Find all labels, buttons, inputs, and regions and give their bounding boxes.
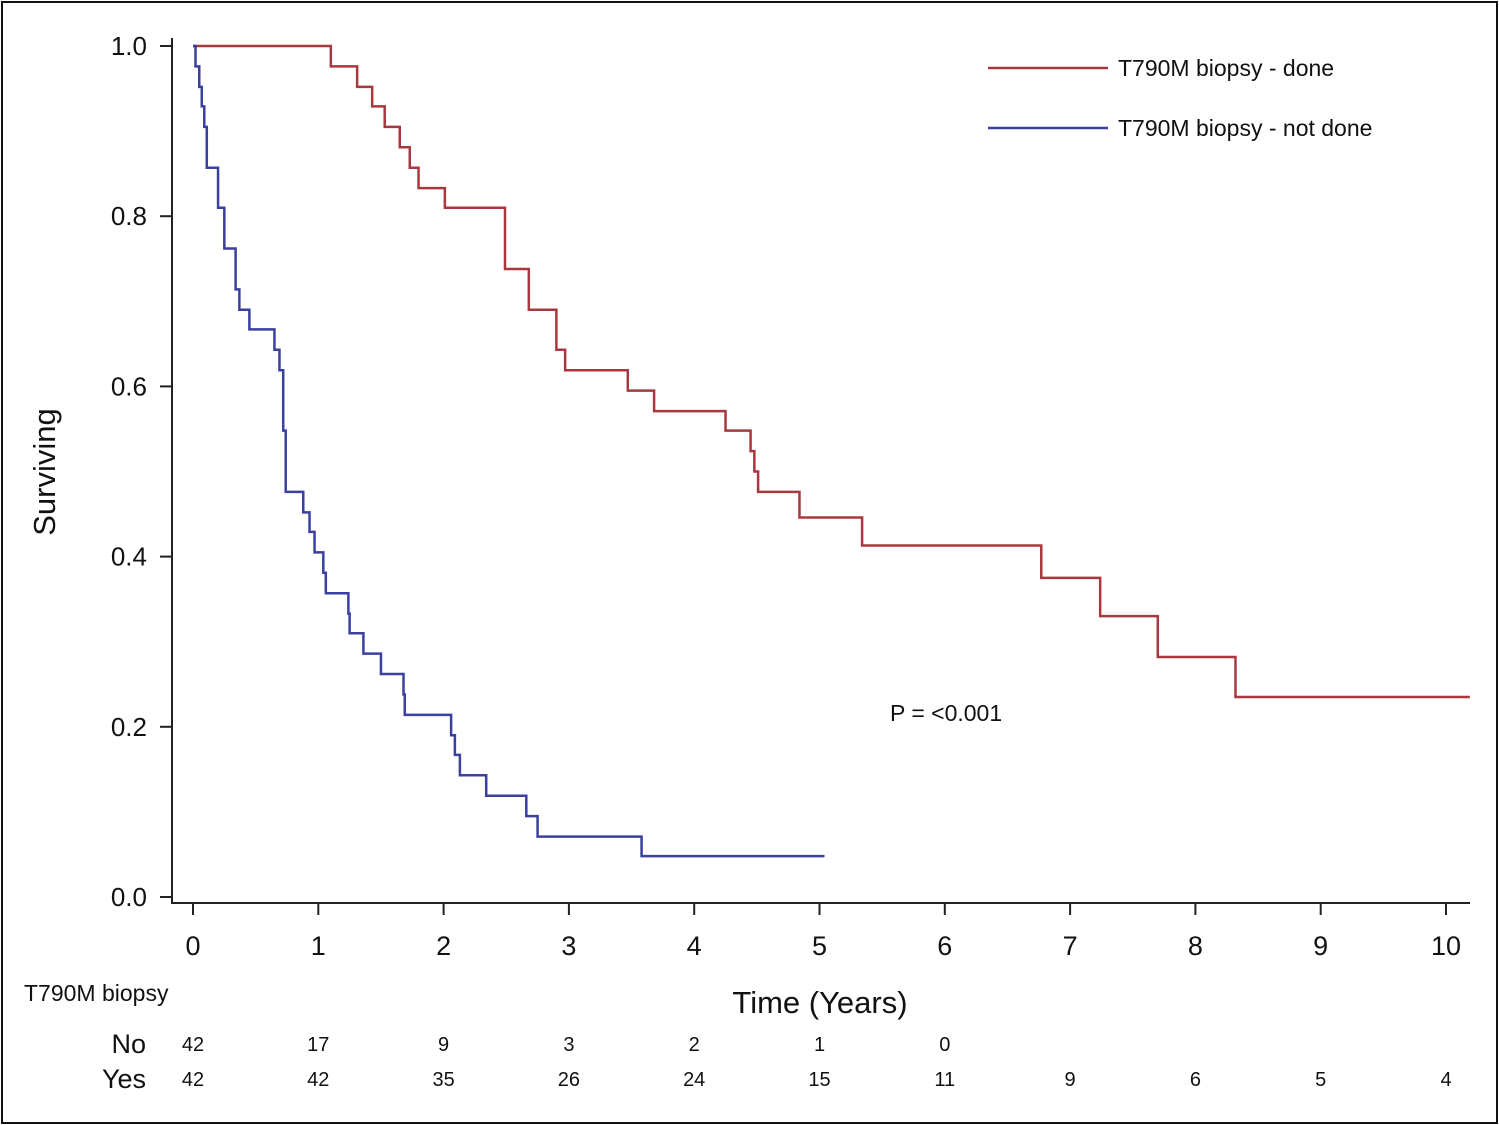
x-tick-label: 4 (687, 931, 702, 961)
y-tick-label: 0.2 (111, 712, 147, 742)
y-axis-label: Surviving (27, 408, 62, 536)
risk-count: 11 (934, 1069, 955, 1091)
risk-count: 9 (438, 1034, 449, 1056)
risk-count: 6 (1190, 1069, 1201, 1091)
risk-count: 17 (307, 1034, 329, 1056)
risk-row-label: Yes (102, 1064, 146, 1094)
risk-count: 3 (563, 1034, 574, 1056)
x-tick-label: 10 (1431, 931, 1461, 961)
risk-count: 35 (432, 1069, 454, 1091)
risk-table-title: T790M biopsy (24, 980, 169, 1006)
km-curve-done (193, 44, 1470, 699)
x-tick-label: 5 (812, 931, 827, 961)
y-tick-label: 0.8 (111, 201, 147, 231)
risk-count: 5 (1315, 1069, 1326, 1091)
y-tick-label: 1.0 (111, 31, 147, 61)
x-tick-label: 7 (1063, 931, 1078, 961)
risk-count: 4 (1440, 1069, 1451, 1091)
risk-count: 2 (689, 1034, 700, 1056)
risk-count: 0 (939, 1034, 950, 1056)
risk-count: 24 (683, 1069, 705, 1091)
risk-count: 1 (814, 1034, 825, 1056)
x-tick-label: 2 (436, 931, 451, 961)
y-tick-label: 0.6 (111, 371, 147, 401)
risk-count: 15 (808, 1069, 830, 1091)
risk-count: 42 (307, 1069, 329, 1091)
risk-count: 26 (558, 1069, 580, 1091)
risk-count: 42 (182, 1034, 204, 1056)
y-tick-label: 0.0 (111, 882, 147, 912)
km-curve-not-done (193, 44, 825, 858)
risk-row-label: No (111, 1029, 146, 1059)
x-tick-label: 8 (1188, 931, 1203, 961)
p-value-annotation: P = <0.001 (890, 700, 1002, 726)
x-tick-label: 9 (1313, 931, 1328, 961)
x-tick-label: 6 (937, 931, 952, 961)
legend-label: T790M biopsy - done (1118, 55, 1334, 81)
x-tick-label: 0 (185, 931, 200, 961)
x-tick-label: 1 (311, 931, 326, 961)
x-tick-label: 3 (561, 931, 576, 961)
y-tick-label: 0.4 (111, 542, 147, 572)
legend-label: T790M biopsy - not done (1118, 115, 1372, 141)
x-axis-label: Time (Years) (732, 985, 907, 1020)
risk-count: 42 (182, 1069, 204, 1091)
risk-count: 9 (1065, 1069, 1076, 1091)
